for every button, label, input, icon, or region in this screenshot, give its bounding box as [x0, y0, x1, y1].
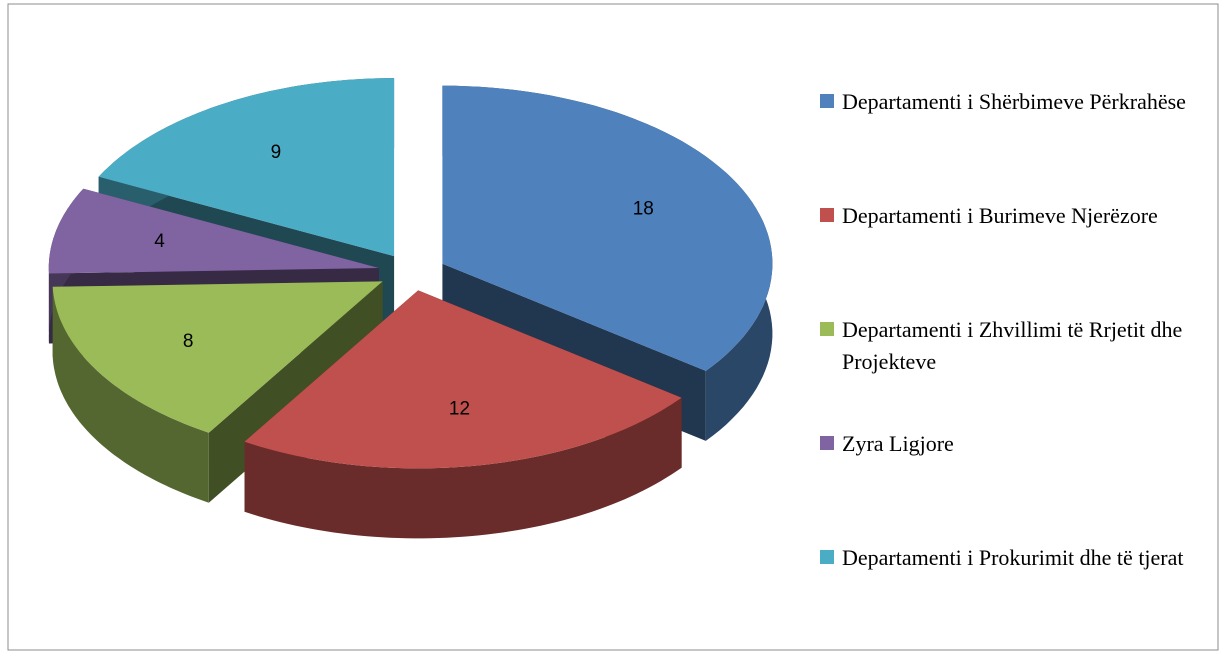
legend-label: Zyra Ligjore [842, 431, 954, 456]
legend-swatch [820, 436, 834, 450]
slice [48, 188, 379, 274]
slice [98, 78, 395, 257]
data-label: 4 [154, 231, 165, 252]
data-label: 9 [271, 142, 282, 163]
legend-swatch [820, 550, 834, 564]
slice-wall [244, 397, 682, 539]
legend-item: Departamenti i Prokurimit dhe të tjerat [820, 542, 1200, 656]
legend-label: Departamenti i Burimeve Njerëzore [842, 203, 1158, 228]
legend-label: Departamenti i Zhvillimi të Rrjetit dhe … [842, 317, 1183, 374]
slice [442, 85, 773, 371]
legend-item: Departamenti i Burimeve Njerëzore [820, 200, 1200, 314]
slice: 12 [244, 290, 682, 539]
legend-item: Departamenti i Zhvillimi të Rrjetit dhe … [820, 314, 1200, 428]
pie: 9 18 4 8 12 [48, 78, 773, 539]
data-label: 12 [449, 398, 470, 419]
legend-swatch [820, 94, 834, 108]
data-label: 8 [183, 331, 194, 352]
slice-wall [52, 286, 209, 503]
slice [244, 290, 682, 469]
slice [52, 281, 383, 433]
legend-label: Departamenti i Prokurimit dhe të tjerat [842, 545, 1184, 570]
data-label: 18 [633, 199, 654, 220]
legend-swatch [820, 208, 834, 222]
legend-item: Departamenti i Shërbimeve Përkrahëse [820, 86, 1200, 200]
legend: Departamenti i Shërbimeve Përkrahëse Depa… [820, 86, 1200, 656]
legend-swatch [820, 322, 834, 336]
legend-label: Departamenti i Shërbimeve Përkrahëse [842, 89, 1186, 114]
legend-item: Zyra Ligjore [820, 428, 1200, 542]
